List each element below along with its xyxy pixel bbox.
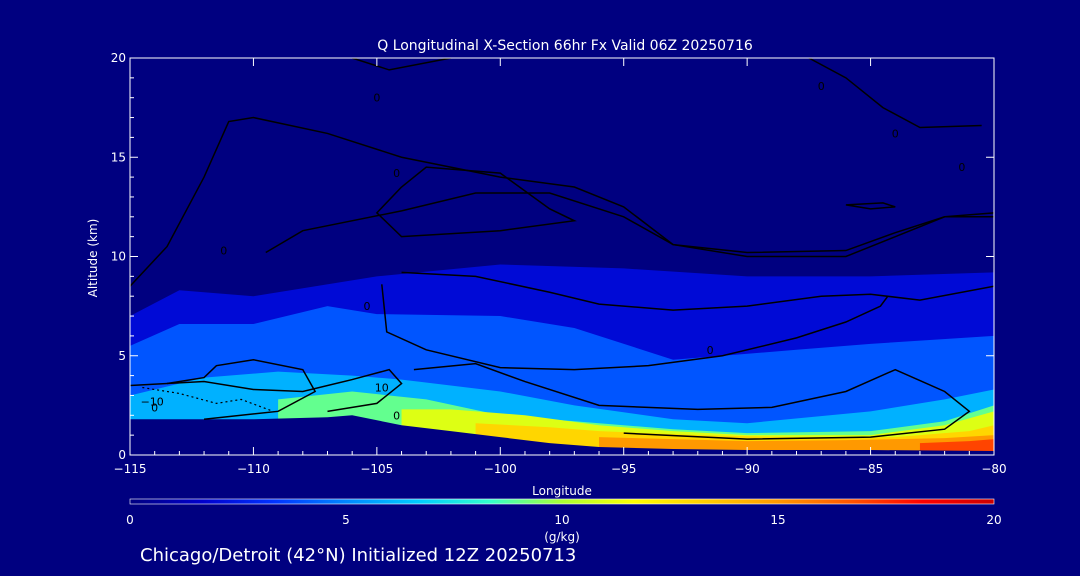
contour-low-inner xyxy=(413,362,971,440)
x-axis: −115 −110 −105 −100 −95 −90 −85 −80 xyxy=(114,58,1007,476)
contour-label: −10 xyxy=(141,395,164,408)
contour-label: 0 xyxy=(958,161,965,174)
y-tick-label: 15 xyxy=(111,150,126,164)
contour-surface xyxy=(130,368,403,413)
moisture-fill xyxy=(130,264,994,455)
x-tick-label: −85 xyxy=(858,462,883,476)
y-axis-label: Altitude (km) xyxy=(86,219,100,298)
colorbar-tick-label: 15 xyxy=(770,513,785,527)
contour-label: 0 xyxy=(818,80,825,93)
y-axis: 0 5 10 15 20 xyxy=(111,51,994,462)
footer-caption: Chicago/Detroit (42°N) Initialized 12Z 2… xyxy=(140,545,576,566)
contour-label: 0 xyxy=(363,300,370,313)
y-tick-label: 10 xyxy=(111,250,126,264)
y-tick-label: 0 xyxy=(118,448,126,462)
x-tick-label: −100 xyxy=(484,462,517,476)
x-tick-label: −95 xyxy=(611,462,636,476)
contour-label: 0 xyxy=(220,245,227,258)
terrain-mask xyxy=(130,415,994,455)
colorbar-unit-label: (g/kg) xyxy=(544,530,580,544)
contour-left-cell xyxy=(166,358,317,421)
colorbar-tick-label: 10 xyxy=(554,513,569,527)
y-tick-label: 5 xyxy=(118,349,126,363)
contour-label: 0 xyxy=(707,344,714,357)
contour-label: 0 xyxy=(892,127,899,140)
contour-lower xyxy=(381,284,889,371)
contour-mid-layer xyxy=(401,271,994,311)
x-tick-label: −80 xyxy=(981,462,1006,476)
contour-top-center xyxy=(351,58,452,71)
chart-title: Q Longitudinal X-Section 66hr Fx Valid 0… xyxy=(377,38,753,54)
colorbar-tick-label: 20 xyxy=(986,513,1001,527)
x-axis-label: Longitude xyxy=(532,484,592,498)
x-tick-label: −105 xyxy=(360,462,393,476)
colorbar-ticks: 0 5 10 15 20 xyxy=(126,513,1001,527)
contour-dotted xyxy=(142,386,274,412)
contour-tiny-cell xyxy=(845,202,896,210)
x-tick-label: −115 xyxy=(114,462,147,476)
contour-top-right xyxy=(808,58,982,129)
contour-lines xyxy=(130,58,994,440)
x-tick-label: −90 xyxy=(734,462,759,476)
contour-label: 0 xyxy=(373,92,380,105)
contour-label: 0 xyxy=(393,167,400,180)
contour-mid-cell xyxy=(265,192,994,258)
contour-label: 0 xyxy=(151,401,158,414)
colorbar xyxy=(129,498,995,505)
colorbar-tick-label: 5 xyxy=(342,513,350,527)
y-tick-label: 20 xyxy=(111,51,126,65)
contour-upper-large xyxy=(130,116,994,287)
x-tick-label: −110 xyxy=(237,462,270,476)
contour-upper-cell xyxy=(375,166,577,238)
contour-label: 10 xyxy=(375,381,389,394)
contour-label: 0 xyxy=(393,409,400,422)
colorbar-tick-label: 0 xyxy=(126,513,134,527)
